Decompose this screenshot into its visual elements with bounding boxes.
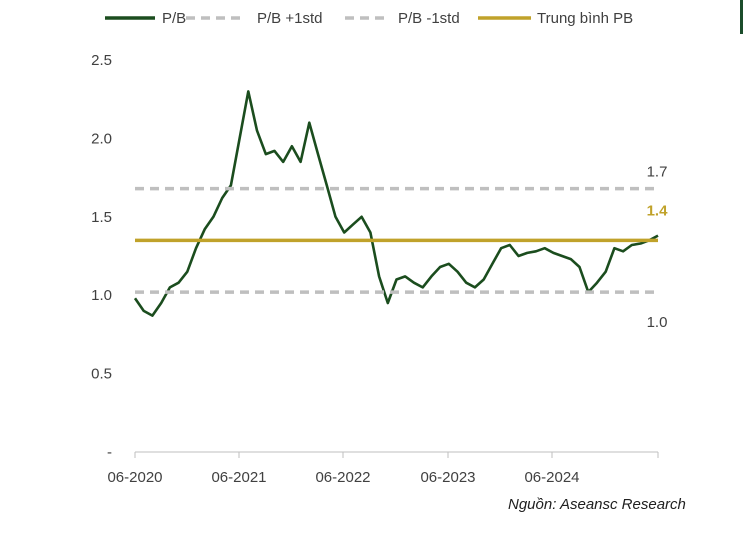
x-tick-label: 06-2020 [107, 469, 162, 486]
legend: P/B P/B +1std P/B -1std Trung bình PB [105, 10, 633, 27]
legend-label-p-b-1std: P/B +1std [257, 10, 322, 27]
y-tick-label: 0.5 [91, 366, 112, 383]
y-axis: - 0.5 1.0 1.5 2.0 2.5 [91, 52, 112, 461]
end-labels: 1.7 1.0 1.4 [647, 164, 669, 331]
x-axis: 06-2020 06-2021 06-2022 06-2023 06-2024 [107, 451, 659, 486]
end-label-p-b-1std: 1.0 [647, 314, 668, 331]
series-group [133, 90, 659, 317]
end-label-p-b-1std: 1.7 [647, 164, 668, 181]
legend-label-p-b-1std: P/B -1std [398, 10, 460, 27]
x-tick-label: 06-2022 [315, 469, 370, 486]
x-tick-label: 06-2021 [211, 469, 266, 486]
y-tick-label: 1.0 [91, 287, 112, 304]
x-tick-label: 06-2023 [420, 469, 475, 486]
y-tick-label: 1.5 [91, 209, 112, 226]
legend-label-trung-b-nh-pb: Trung bình PB [537, 10, 633, 27]
source-note: Nguồn: Aseansc Research [508, 496, 686, 513]
series-line-pb [133, 90, 659, 317]
x-tick-label: 06-2024 [524, 469, 579, 486]
y-tick-label: 2.5 [91, 52, 112, 69]
edge-decoration [740, 0, 743, 34]
y-tick-label: 2.0 [91, 130, 112, 147]
legend-label-p-b: P/B [162, 10, 186, 27]
end-label-trung-b-nh-pb: 1.4 [647, 202, 669, 219]
y-tick-label: - [107, 444, 112, 461]
